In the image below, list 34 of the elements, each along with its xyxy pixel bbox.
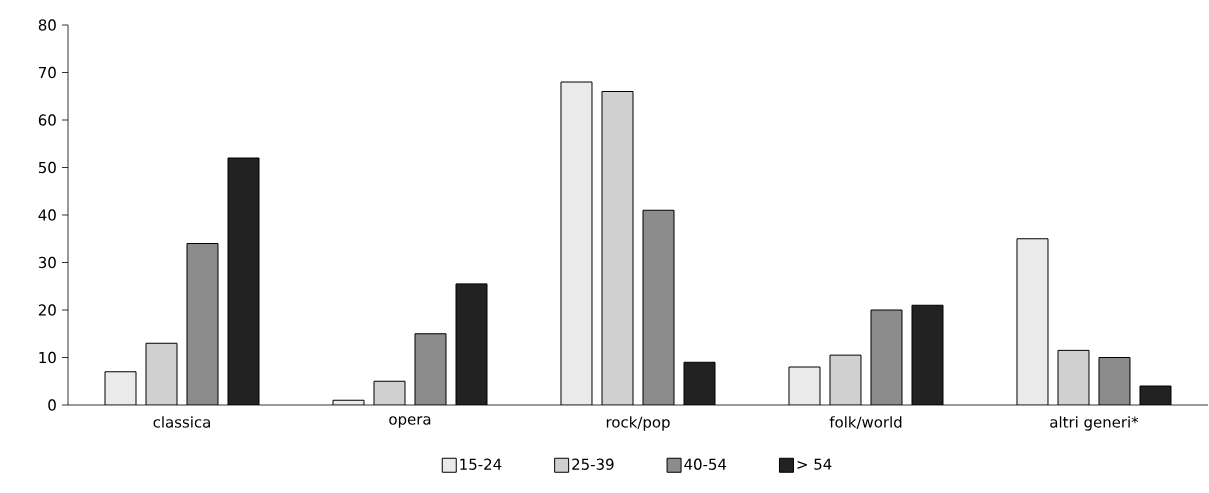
y-tick-label: 30 <box>38 256 56 269</box>
legend-label: 40-54 <box>684 458 727 470</box>
bar <box>105 371 136 405</box>
bar <box>146 343 177 405</box>
y-tick-label: 60 <box>38 114 56 126</box>
bar <box>912 305 943 405</box>
x-tick-label: altri generi* <box>1050 416 1139 431</box>
legend-label: 15-24 <box>460 458 502 470</box>
bar <box>456 283 487 405</box>
y-tick-label: 50 <box>38 161 56 174</box>
bar <box>1016 238 1049 405</box>
y-tick-label: 10 <box>39 351 56 364</box>
y-tick-label: 0 <box>48 399 56 411</box>
y-tick-label: 20 <box>38 304 56 316</box>
bar <box>830 355 861 405</box>
x-tick-label: folk/world <box>829 416 902 429</box>
bar <box>187 243 218 405</box>
bar <box>1057 349 1090 405</box>
legend-label: 25-39 <box>572 458 614 470</box>
y-tick-label: 70 <box>39 66 56 79</box>
y-tick-label: 40 <box>38 209 56 221</box>
bar <box>1098 357 1131 405</box>
bar <box>602 91 633 405</box>
y-tick-label: 80 <box>38 19 56 31</box>
x-tick-label: opera <box>389 416 431 428</box>
bar <box>643 210 674 405</box>
x-tick-label: classica <box>153 416 210 428</box>
x-tick-label: rock/pop <box>606 416 670 431</box>
bar <box>871 310 902 405</box>
legend-label: > 54 <box>797 458 832 470</box>
bar <box>415 333 446 405</box>
bar <box>228 158 259 405</box>
bar <box>561 82 592 405</box>
bar <box>684 362 715 405</box>
